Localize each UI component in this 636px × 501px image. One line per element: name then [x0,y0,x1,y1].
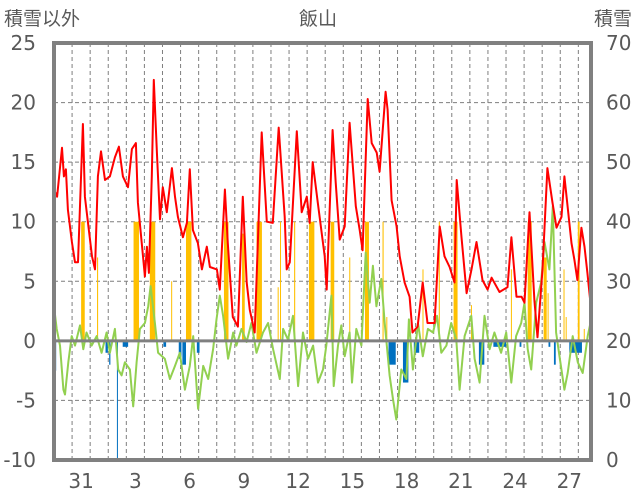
axes [52,41,593,462]
yellow-bar [97,257,99,341]
x-tick-label: 21 [448,469,473,493]
x-tick-label: 12 [285,469,310,493]
left-tick-label: -10 [3,448,36,472]
yellow-bar [308,221,315,341]
plot-frame [52,41,593,462]
blue-bar [413,340,420,353]
chart-title: 飯山 [299,8,337,30]
yellow-bar [364,221,369,341]
yellow-bar [277,287,279,341]
blue-bar [116,340,118,460]
yellow-bar [294,221,296,341]
blue-bar [196,340,200,353]
yellow-bar [510,269,512,341]
yellow-bar [81,221,85,341]
blue-bar [182,340,186,365]
yellow-bar [171,281,173,341]
right-tick-label: 10 [606,388,631,412]
yellow-bar [223,221,229,341]
right-axis-title: 積雪 [594,8,632,30]
yellow-bar [543,257,547,341]
yellow-bar [563,269,565,341]
yellow-bar [565,317,567,341]
right-tick-label: 40 [606,210,631,234]
x-tick-label: 18 [394,469,419,493]
yellow-bar [382,221,384,341]
yellow-bar [133,221,139,341]
x-tick-label: 3 [129,469,142,493]
blue-bar [105,340,108,353]
yellow-bar [583,328,585,341]
yellow-bar [149,221,156,341]
yellow-bar [527,221,532,341]
right-tick-label: 60 [606,91,631,115]
yellow-bar [422,269,424,341]
left-tick-label: 25 [11,31,36,55]
blue-bar [402,340,409,383]
left-tick-label: -5 [16,388,36,412]
x-tick-label: 27 [557,469,582,493]
gridlines [54,43,591,460]
x-tick-label: 9 [237,469,250,493]
green-series-line [53,205,593,421]
blue-bar [519,340,522,347]
blue-bar [163,340,167,347]
yellow-bar [386,317,388,341]
yellow-bar [185,221,192,341]
yellow-bar [453,221,458,341]
x-tick-label: 24 [502,469,527,493]
yellow-bar [330,221,335,341]
right-tick-label: 20 [606,329,631,353]
blue-bar [122,340,129,347]
right-tick-label: 50 [606,150,631,174]
yellow-bar [577,221,580,341]
yellow-bar [280,221,282,341]
blue-bar [388,340,396,365]
right-tick-label: 70 [606,31,631,55]
left-tick-label: 20 [11,91,36,115]
x-tick-label: 31 [68,469,93,493]
left-axis-title: 積雪以外 [4,8,80,30]
right-tick-label: 30 [606,269,631,293]
right-tick-label: 0 [606,448,619,472]
red-series-line [53,78,593,339]
left-tick-label: 5 [23,269,36,293]
blue-bar [178,340,182,359]
x-tick-label: 6 [183,469,196,493]
yellow-bar [438,221,440,341]
left-tick-label: 0 [23,329,36,353]
x-tick-label: 15 [340,469,365,493]
yellow-bar [242,233,245,341]
blue-bar [493,340,507,347]
blue-bar [553,340,556,365]
yellow-bar [547,293,549,341]
left-tick-label: 15 [11,150,36,174]
yellow-bar [256,221,262,341]
yellow-bar [349,257,351,341]
blue-bar [548,340,551,347]
left-tick-label: 10 [11,210,36,234]
